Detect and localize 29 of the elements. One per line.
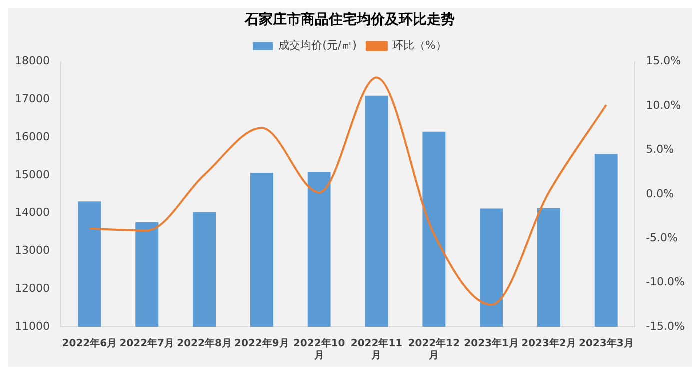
x-tick-label: 2022年9月 (234, 338, 290, 350)
x-tick-label: 2023年2月 (522, 338, 576, 350)
x-tick-label: 2022年6月 (62, 338, 118, 350)
y-tick-label: 12000 (14, 282, 50, 295)
y2-tick-label: -15.0% (646, 320, 686, 333)
x-tick-label: 2022年10月 (293, 338, 346, 362)
y-tick-label: 14000 (14, 206, 50, 220)
y-tick-label: 11000 (14, 320, 50, 333)
y-tick-label: 17000 (14, 92, 50, 106)
x-tick-label: 2022年12月 (408, 338, 460, 362)
x-tick-label: 2022年11月 (350, 338, 403, 362)
y2-tick-label: 10.0% (646, 98, 682, 112)
x-tick-label: 2022年8月 (177, 338, 232, 350)
chart-title: 石家庄市商品住宅均价及环比走势 (244, 11, 455, 28)
y-tick-label: 16000 (14, 130, 50, 144)
y2-tick-label: 0.0% (646, 187, 674, 200)
y2-tick-label: 15.0% (646, 54, 682, 68)
legend-label: 环比（%） (392, 39, 447, 52)
y-tick-label: 15000 (14, 168, 50, 182)
x-tick-label: 2023年1月 (464, 338, 519, 350)
y2-tick-label: -5.0% (646, 231, 678, 244)
x-tick-label: 2022年7月 (120, 338, 175, 350)
x-tick-label: 2023年3月 (578, 338, 634, 350)
y2-tick-label: -10.0% (646, 276, 686, 289)
line-series (88, 76, 608, 306)
legend-label: 成交均价(元/㎡) (278, 39, 357, 52)
y-tick-label: 18000 (14, 54, 50, 68)
y-tick-label: 13000 (14, 244, 50, 258)
y2-tick-label: 5.0% (646, 143, 674, 156)
